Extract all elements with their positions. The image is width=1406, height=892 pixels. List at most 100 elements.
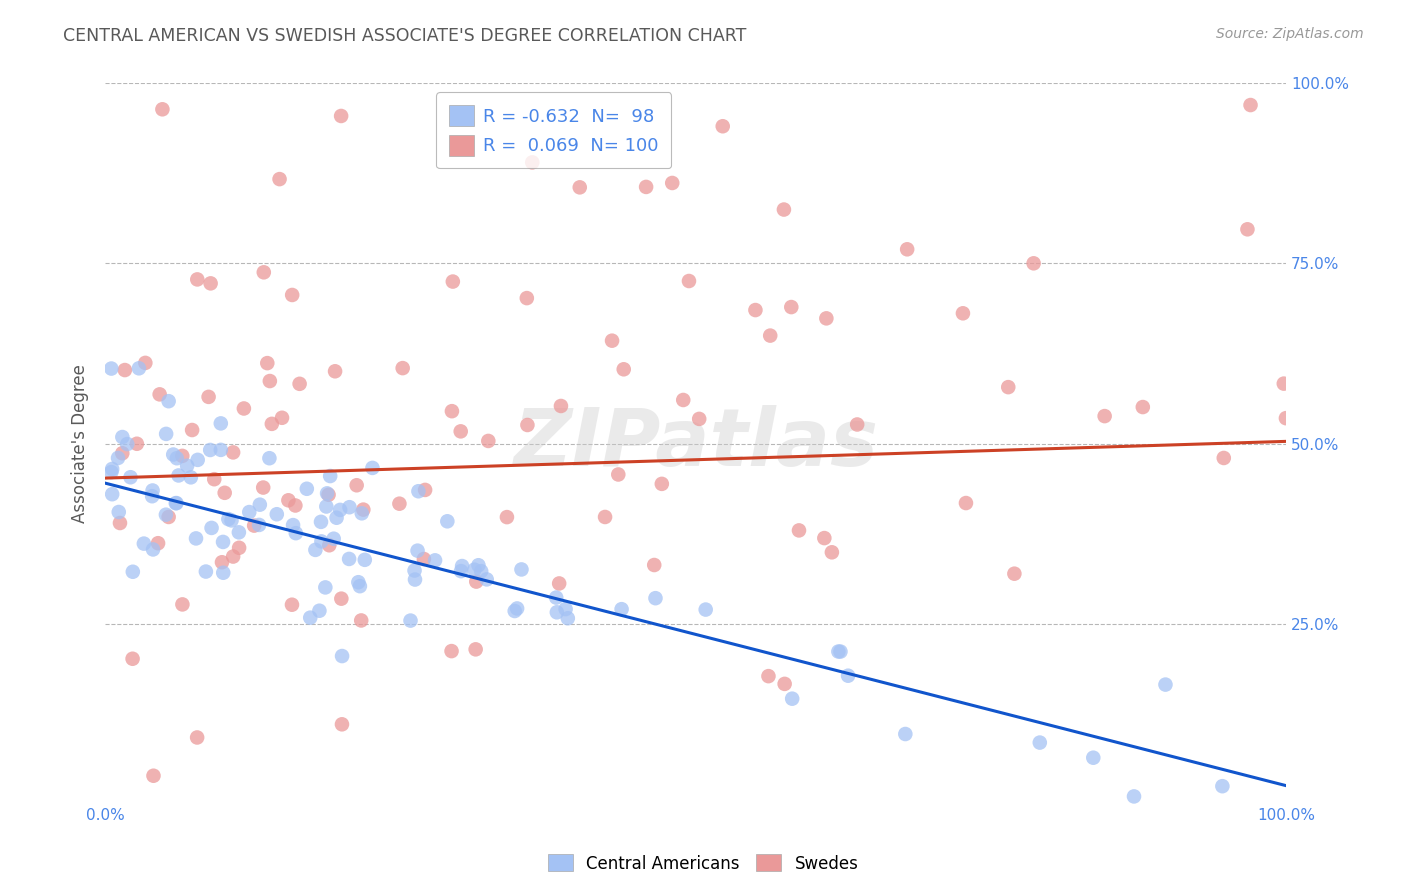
Point	[259, 374, 281, 388]
Text: Source: ZipAtlas.com: Source: ZipAtlas.com	[1216, 27, 1364, 41]
Point	[636, 180, 658, 194]
Point	[759, 328, 782, 343]
Point	[281, 598, 304, 612]
Point	[330, 717, 353, 731]
Point	[155, 426, 177, 441]
Point	[607, 467, 630, 482]
Point	[247, 517, 270, 532]
Point	[613, 362, 636, 376]
Point	[787, 524, 810, 538]
Point	[510, 562, 533, 576]
Point	[184, 532, 207, 546]
Point	[404, 573, 426, 587]
Point	[651, 476, 673, 491]
Point	[211, 555, 233, 569]
Point	[506, 601, 529, 615]
Point	[404, 564, 426, 578]
Point	[339, 500, 361, 515]
Point	[503, 604, 526, 618]
Point	[465, 574, 488, 589]
Point	[546, 605, 568, 619]
Point	[238, 505, 260, 519]
Point	[172, 598, 194, 612]
Point	[209, 442, 232, 457]
Point	[253, 265, 276, 279]
Point	[176, 458, 198, 473]
Point	[212, 566, 235, 580]
Point	[1029, 735, 1052, 749]
Point	[470, 564, 492, 578]
Point	[827, 644, 849, 658]
Point	[172, 449, 194, 463]
Point	[295, 482, 318, 496]
Point	[688, 412, 710, 426]
Point	[548, 576, 571, 591]
Point	[252, 481, 274, 495]
Point	[773, 677, 796, 691]
Point	[695, 602, 717, 616]
Point	[120, 470, 142, 484]
Point	[146, 536, 169, 550]
Y-axis label: Associate's Degree: Associate's Degree	[72, 364, 89, 523]
Point	[197, 390, 219, 404]
Point	[1239, 98, 1261, 112]
Point	[111, 430, 134, 444]
Point	[180, 470, 202, 484]
Point	[1123, 789, 1146, 804]
Point	[271, 410, 294, 425]
Point	[308, 604, 330, 618]
Point	[323, 364, 346, 378]
Point	[780, 300, 803, 314]
Point	[1154, 677, 1177, 691]
Text: ZIPatlas: ZIPatlas	[513, 405, 879, 483]
Point	[200, 277, 222, 291]
Point	[142, 542, 165, 557]
Point	[157, 394, 180, 409]
Point	[325, 510, 347, 524]
Point	[440, 644, 463, 658]
Point	[450, 425, 472, 439]
Point	[101, 487, 124, 501]
Text: CENTRAL AMERICAN VS SWEDISH ASSOCIATE'S DEGREE CORRELATION CHART: CENTRAL AMERICAN VS SWEDISH ASSOCIATE'S …	[63, 27, 747, 45]
Point	[319, 469, 342, 483]
Point	[661, 176, 683, 190]
Point	[181, 423, 204, 437]
Point	[830, 644, 852, 658]
Point	[315, 500, 337, 514]
Point	[142, 769, 165, 783]
Point	[568, 180, 591, 194]
Point	[107, 450, 129, 465]
Point	[813, 531, 835, 545]
Point	[550, 399, 572, 413]
Legend: Central Americans, Swedes: Central Americans, Swedes	[541, 847, 865, 880]
Point	[330, 591, 353, 606]
Point	[314, 581, 336, 595]
Point	[281, 288, 304, 302]
Point	[952, 306, 974, 320]
Point	[165, 496, 187, 510]
Point	[1275, 411, 1298, 425]
Point	[299, 610, 322, 624]
Point	[311, 534, 333, 549]
Point	[202, 472, 225, 486]
Point	[111, 446, 134, 460]
Point	[330, 648, 353, 663]
Point	[329, 503, 352, 517]
Point	[1236, 222, 1258, 236]
Point	[165, 496, 187, 510]
Point	[516, 417, 538, 432]
Point	[406, 543, 429, 558]
Point	[1132, 400, 1154, 414]
Point	[107, 505, 129, 519]
Point	[194, 565, 217, 579]
Point	[350, 614, 373, 628]
Point	[711, 120, 734, 134]
Point	[593, 510, 616, 524]
Point	[100, 361, 122, 376]
Point	[758, 669, 780, 683]
Point	[149, 387, 172, 401]
Point	[284, 526, 307, 541]
Point	[644, 591, 666, 606]
Point	[672, 392, 695, 407]
Legend: R = -0.632  N=  98, R =  0.069  N= 100: R = -0.632 N= 98, R = 0.069 N= 100	[436, 93, 672, 169]
